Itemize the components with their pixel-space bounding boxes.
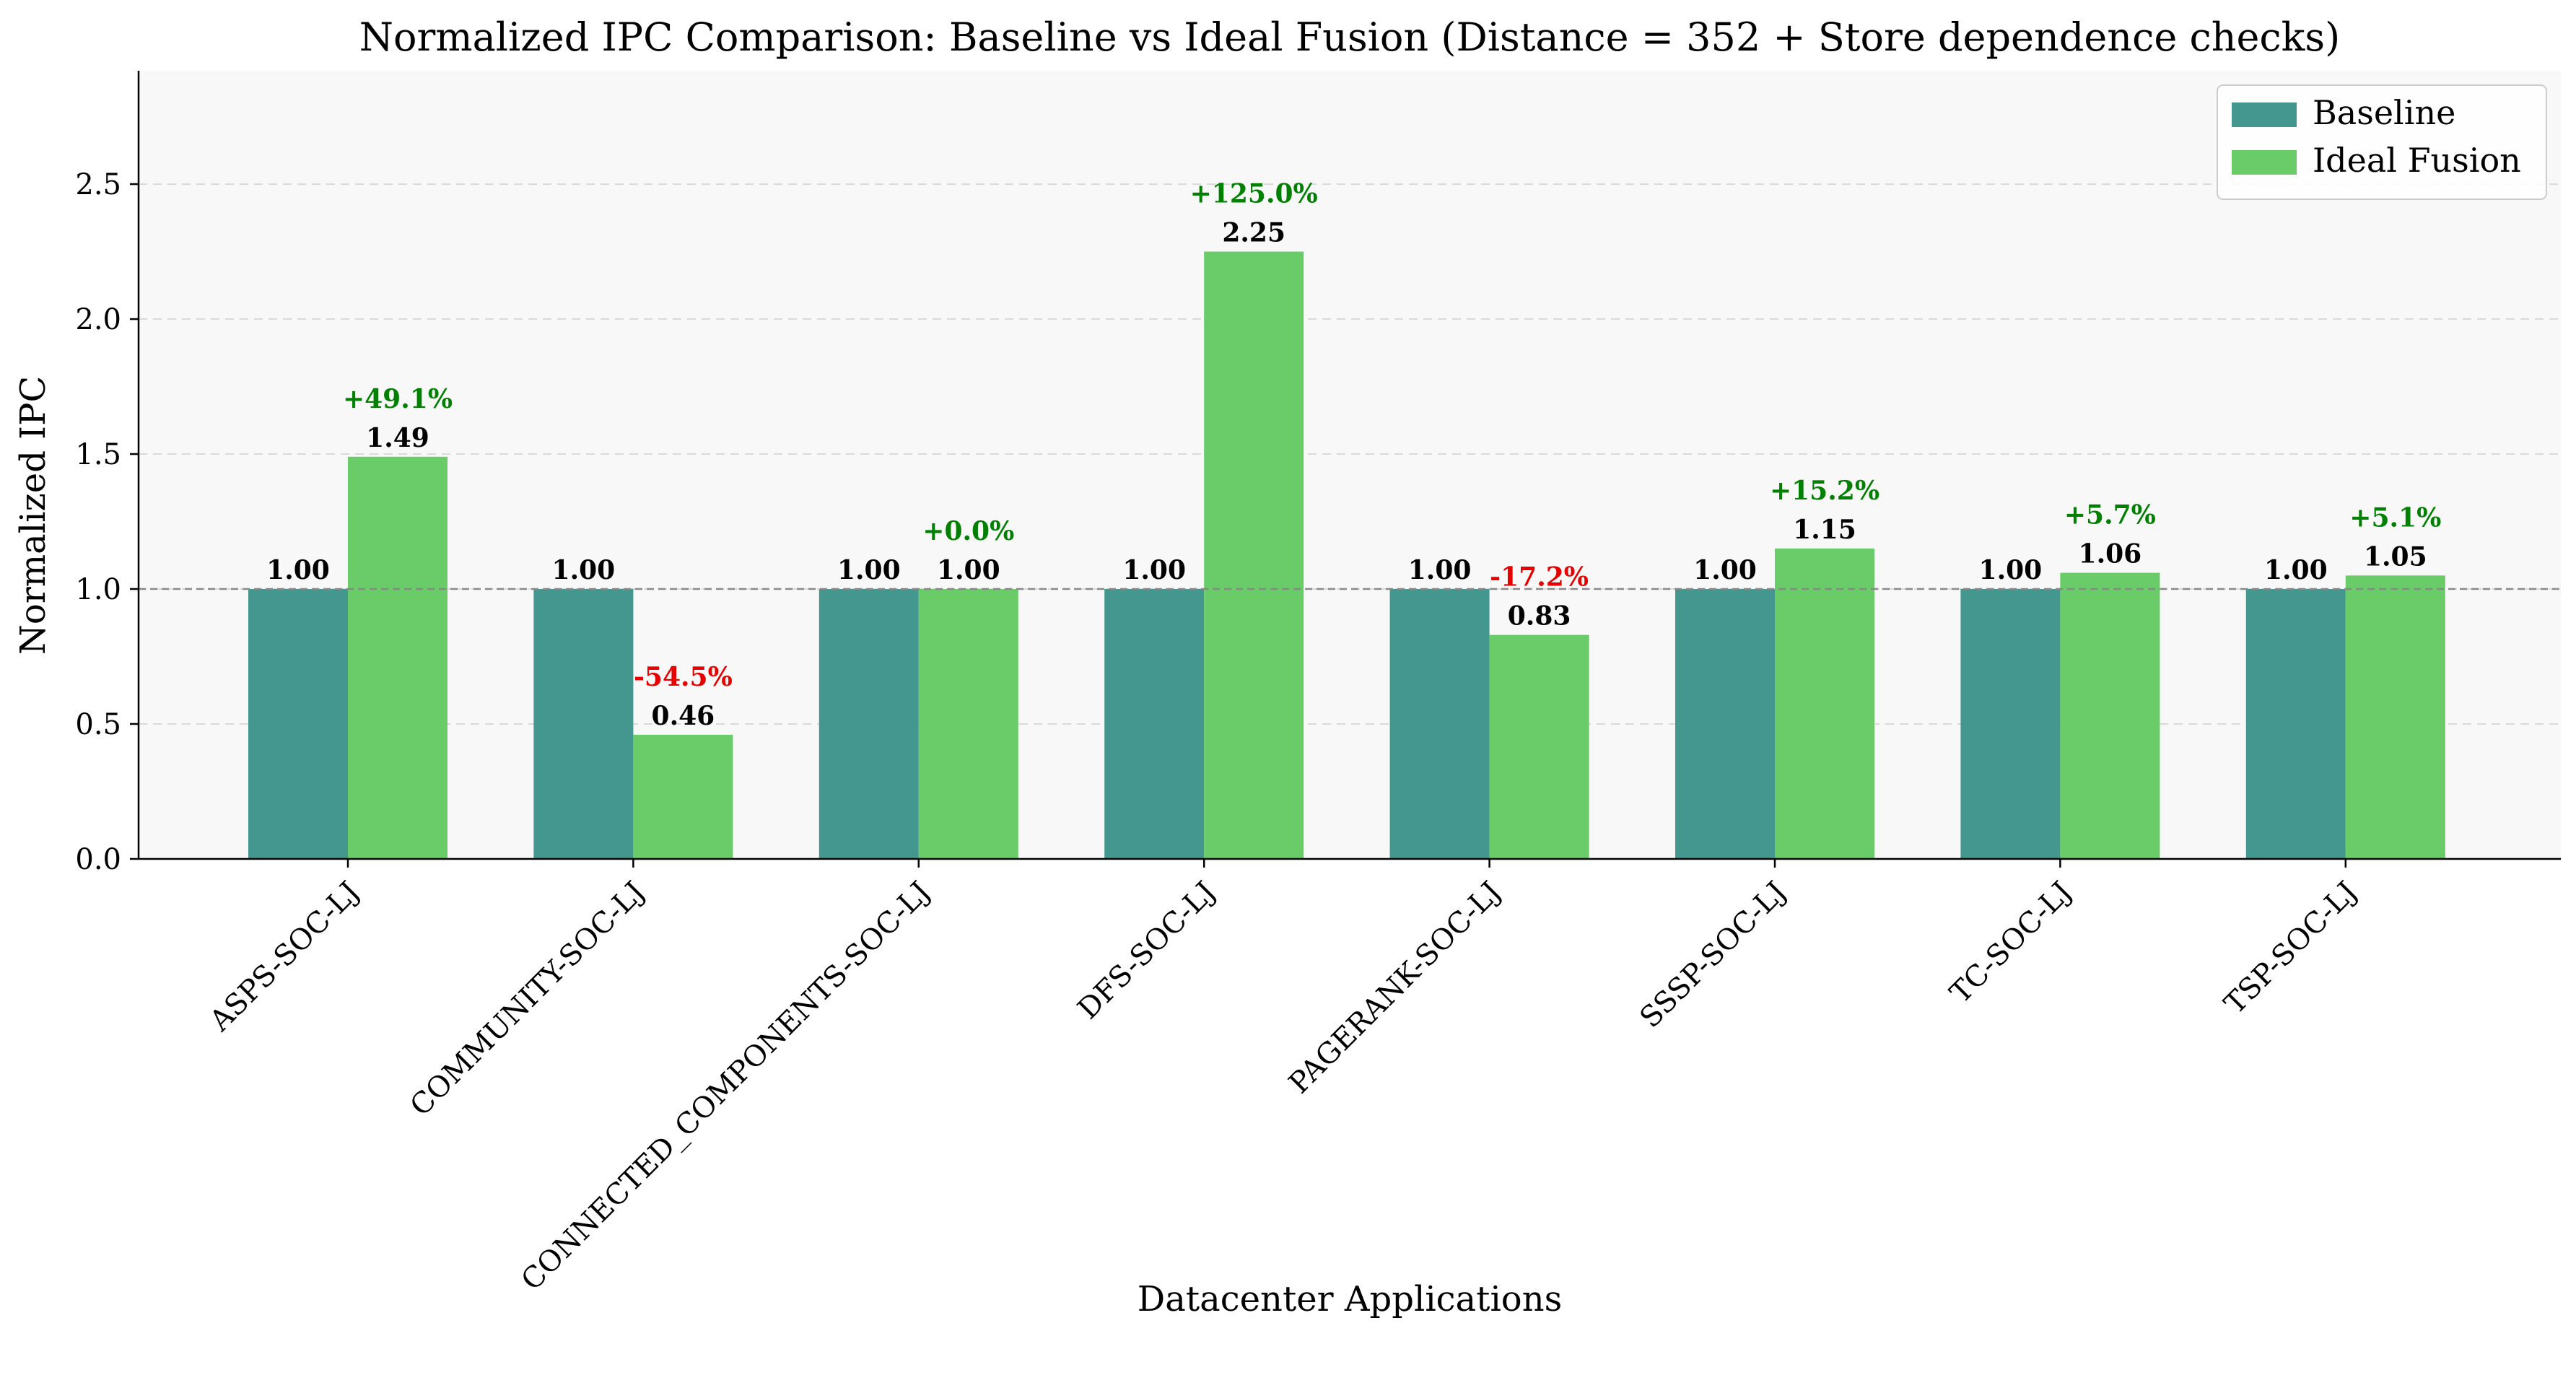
- legend-box: [2217, 84, 2547, 200]
- value-label: 1.00: [1979, 555, 2043, 585]
- bar-baseline: [1675, 589, 1775, 859]
- bar-ideal-fusion: [918, 589, 1018, 859]
- bar-ideal-fusion: [2345, 575, 2445, 859]
- percent-change-label: -54.5%: [634, 662, 733, 692]
- y-tick-label: 2.0: [75, 303, 121, 336]
- data-labels: 1.00 1.49 +49.1% 1.00 0.46 -54.5% 1.00 1.00 +0.0…: [266, 179, 2441, 731]
- legend-entry: Baseline: [2313, 93, 2455, 132]
- percent-change-label: +49.1%: [343, 384, 453, 414]
- value-label: 1.00: [1408, 555, 1472, 585]
- bar-baseline: [1960, 589, 2061, 859]
- value-label: 1.06: [2079, 539, 2142, 569]
- percent-change-label: +15.2%: [1770, 476, 1879, 506]
- y-axis-label: Normalized IPC: [13, 376, 53, 655]
- plot-area: [139, 71, 2561, 859]
- percent-change-label: +5.1%: [2349, 502, 2441, 533]
- value-label: 1.00: [552, 555, 616, 585]
- bar-ideal-fusion: [1775, 548, 1874, 859]
- value-label: 1.00: [937, 555, 1000, 585]
- value-label: 1.00: [837, 555, 901, 585]
- y-tick-label: 0.0: [75, 843, 121, 876]
- bars: [248, 251, 2445, 859]
- bar-ideal-fusion: [348, 456, 447, 859]
- value-label: 0.83: [1508, 601, 1571, 632]
- legend: Baseline Ideal Fusion: [2217, 84, 2547, 200]
- bar-ideal-fusion: [1489, 634, 1589, 859]
- axes: [137, 71, 2561, 860]
- value-label: 1.49: [366, 423, 429, 453]
- value-label: 0.46: [652, 701, 715, 731]
- legend-entry: Ideal Fusion: [2313, 141, 2521, 180]
- bar-baseline: [248, 589, 348, 859]
- value-label: 1.00: [1122, 555, 1186, 585]
- bar-baseline: [818, 589, 919, 859]
- y-tick-label: 0.5: [75, 708, 121, 741]
- y-tick-label: 1.0: [75, 573, 121, 606]
- value-label: 1.15: [1793, 515, 1856, 545]
- y-tick-label: 1.5: [75, 438, 121, 471]
- bar-baseline: [1104, 589, 1205, 859]
- bar-baseline: [1389, 589, 1490, 859]
- legend-swatch-baseline: [2232, 102, 2297, 127]
- value-label: 1.00: [1693, 555, 1757, 585]
- percent-change-label: -17.2%: [1490, 562, 1589, 593]
- bar-ideal-fusion: [2060, 572, 2160, 859]
- bar-ideal-fusion: [1204, 251, 1304, 859]
- bar-baseline: [533, 589, 634, 859]
- value-label: 1.00: [266, 555, 330, 585]
- chart-title: Normalized IPC Comparison: Baseline vs I…: [359, 14, 2340, 60]
- value-label: 2.25: [1222, 218, 1285, 248]
- x-axis-label: Datacenter Applications: [1138, 1279, 1563, 1319]
- bar-baseline: [2245, 589, 2346, 859]
- legend-swatch-ideal-fusion: [2232, 150, 2297, 175]
- percent-change-label: +125.0%: [1190, 179, 1318, 209]
- value-label: 1.00: [2264, 555, 2328, 585]
- y-tick-label: 2.5: [75, 168, 121, 201]
- value-label: 1.05: [2364, 541, 2427, 572]
- percent-change-label: +5.7%: [2064, 500, 2156, 531]
- bar-ideal-fusion: [633, 734, 733, 859]
- percent-change-label: +0.0%: [922, 516, 1014, 546]
